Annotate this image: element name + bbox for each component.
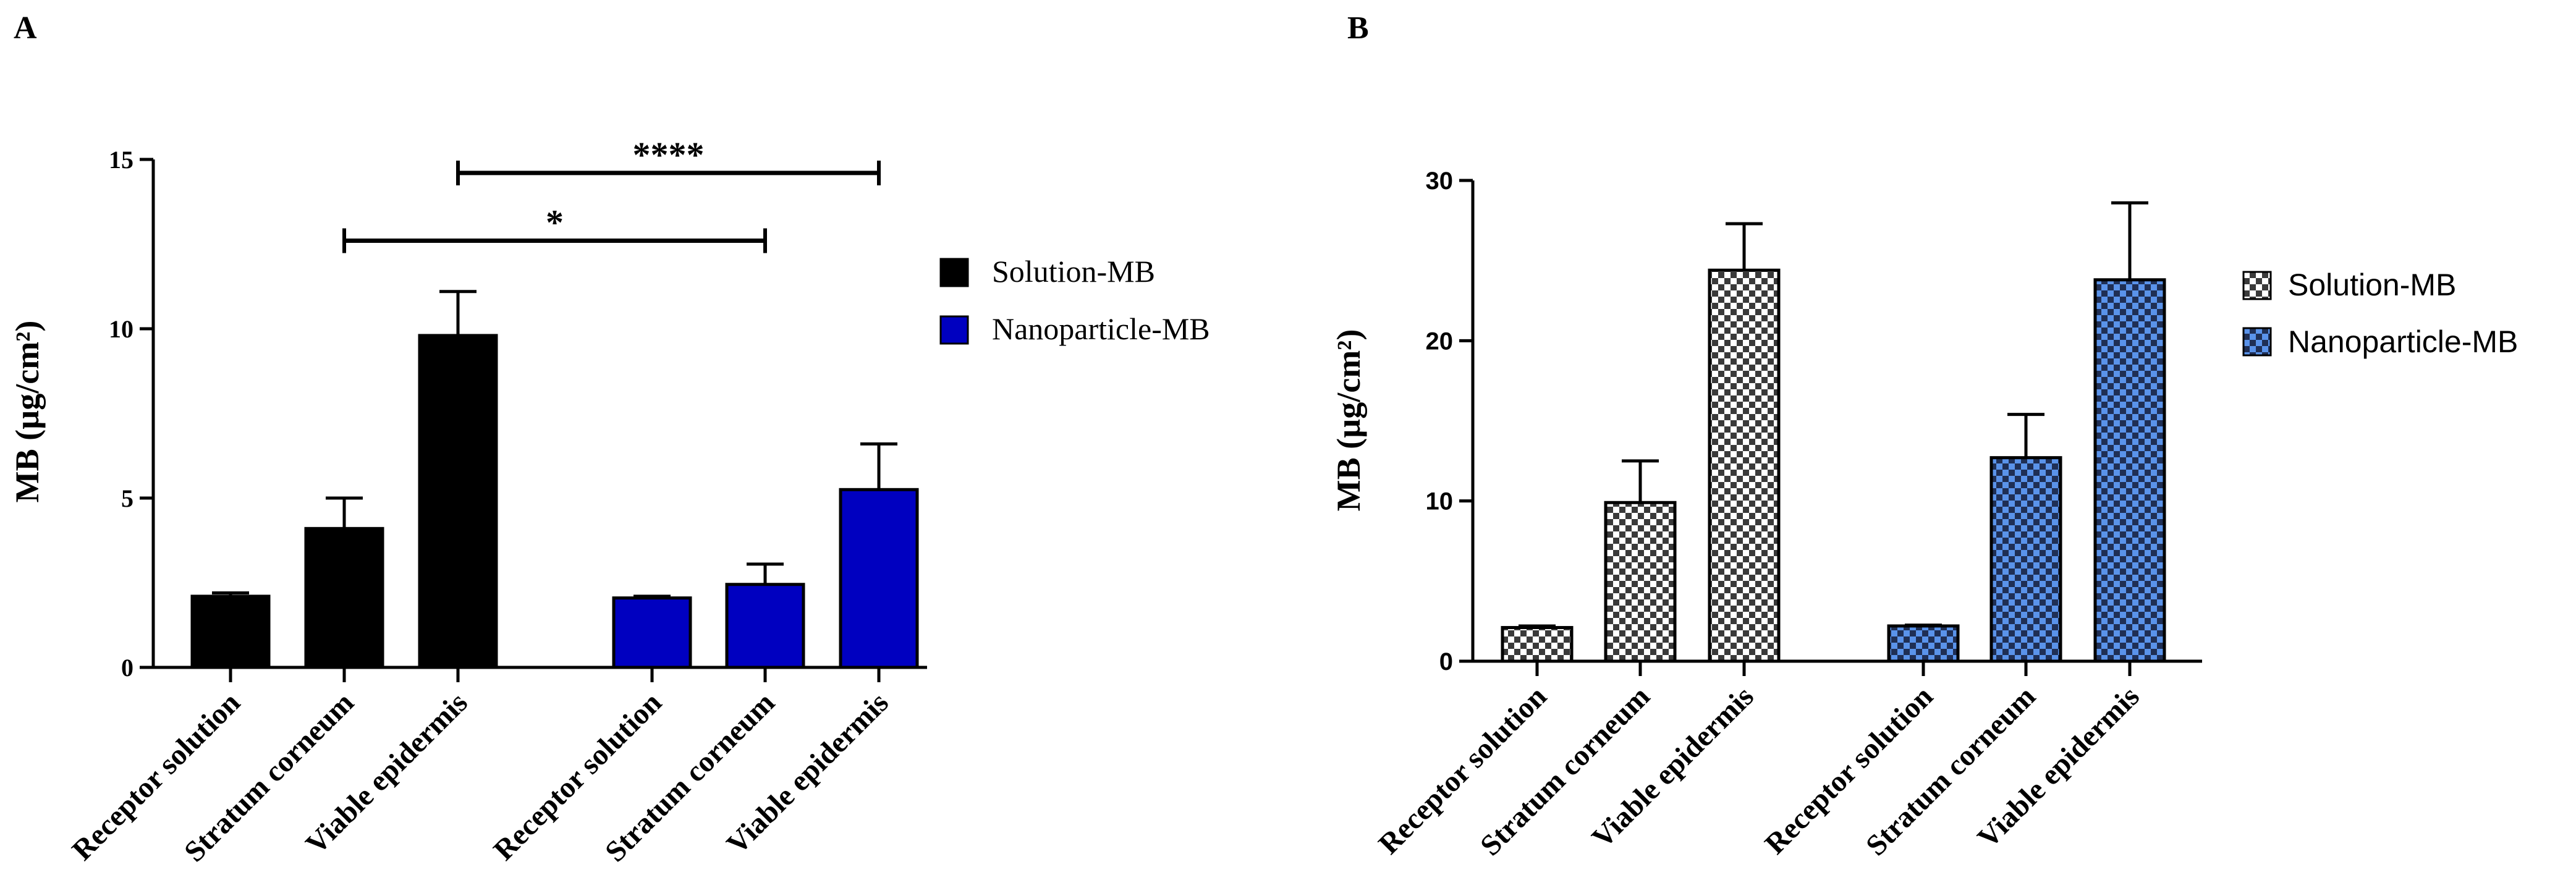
y-tick-label: 10 [109, 315, 133, 343]
bar-nanoparticle-mb-receptor-solution [1887, 624, 1960, 663]
legend-swatch-solution-mb [2242, 271, 2272, 300]
y-tick-label: 0 [121, 654, 133, 682]
panel-a-label: A [14, 11, 37, 46]
panel-b-legend: Solution-MB Nanoparticle-MB [2242, 268, 2518, 359]
y-tick-label: 20 [1426, 328, 1454, 355]
bar-nanoparticle-mb-stratum-corneum [725, 583, 805, 669]
bar-solution-mb-viable-epidermis [1708, 268, 1781, 663]
significance-label: **** [633, 135, 705, 175]
x-tick-label-stratum-corneum: Stratum corneum [1860, 680, 2042, 862]
legend-label-nanoparticle-mb: Nanoparticle-MB [992, 311, 1210, 346]
panel-b-ylabel: MB (µg/cm²) [1330, 329, 1367, 512]
y-tick-label: 5 [121, 484, 133, 512]
bar-nanoparticle-mb-receptor-solution [612, 596, 692, 669]
bar-solution-mb-stratum-corneum [304, 526, 384, 669]
panel-b-label: B [1347, 11, 1369, 46]
bar-solution-mb-receptor-solution [190, 594, 271, 669]
bar-nanoparticle-mb-viable-epidermis [839, 488, 919, 669]
legend-swatch-nanoparticle-mb [939, 315, 969, 345]
y-tick-label: 10 [1426, 488, 1454, 515]
legend-label-solution-mb: Solution-MB [2288, 268, 2456, 302]
y-tick-label: 30 [1426, 167, 1454, 195]
y-tick-label: 15 [109, 146, 133, 174]
x-tick-label-receptor-solution: Receptor solution [1758, 680, 1939, 860]
bar-nanoparticle-mb-viable-epidermis [2093, 278, 2166, 663]
legend-label-solution-mb: Solution-MB [992, 254, 1155, 289]
bar-solution-mb-receptor-solution [1501, 626, 1574, 663]
legend-swatch-nanoparticle-mb [2242, 327, 2272, 357]
x-tick-label-stratum-corneum: Stratum corneum [1474, 680, 1656, 862]
x-tick-label-receptor-solution: Receptor solution [1372, 680, 1553, 860]
bar-nanoparticle-mb-stratum-corneum [1989, 456, 2062, 663]
legend-swatch-solution-mb [939, 258, 969, 287]
y-tick-label: 0 [1439, 648, 1453, 675]
bar-solution-mb-stratum-corneum [1604, 501, 1677, 663]
panel-a-ylabel: MB (µg/cm²) [9, 321, 46, 503]
significance-label: * [546, 203, 564, 243]
bar-solution-mb-viable-epidermis [418, 334, 498, 669]
legend-label-nanoparticle-mb: Nanoparticle-MB [2288, 324, 2518, 359]
panel-a-legend: Solution-MB Nanoparticle-MB [939, 254, 1210, 346]
